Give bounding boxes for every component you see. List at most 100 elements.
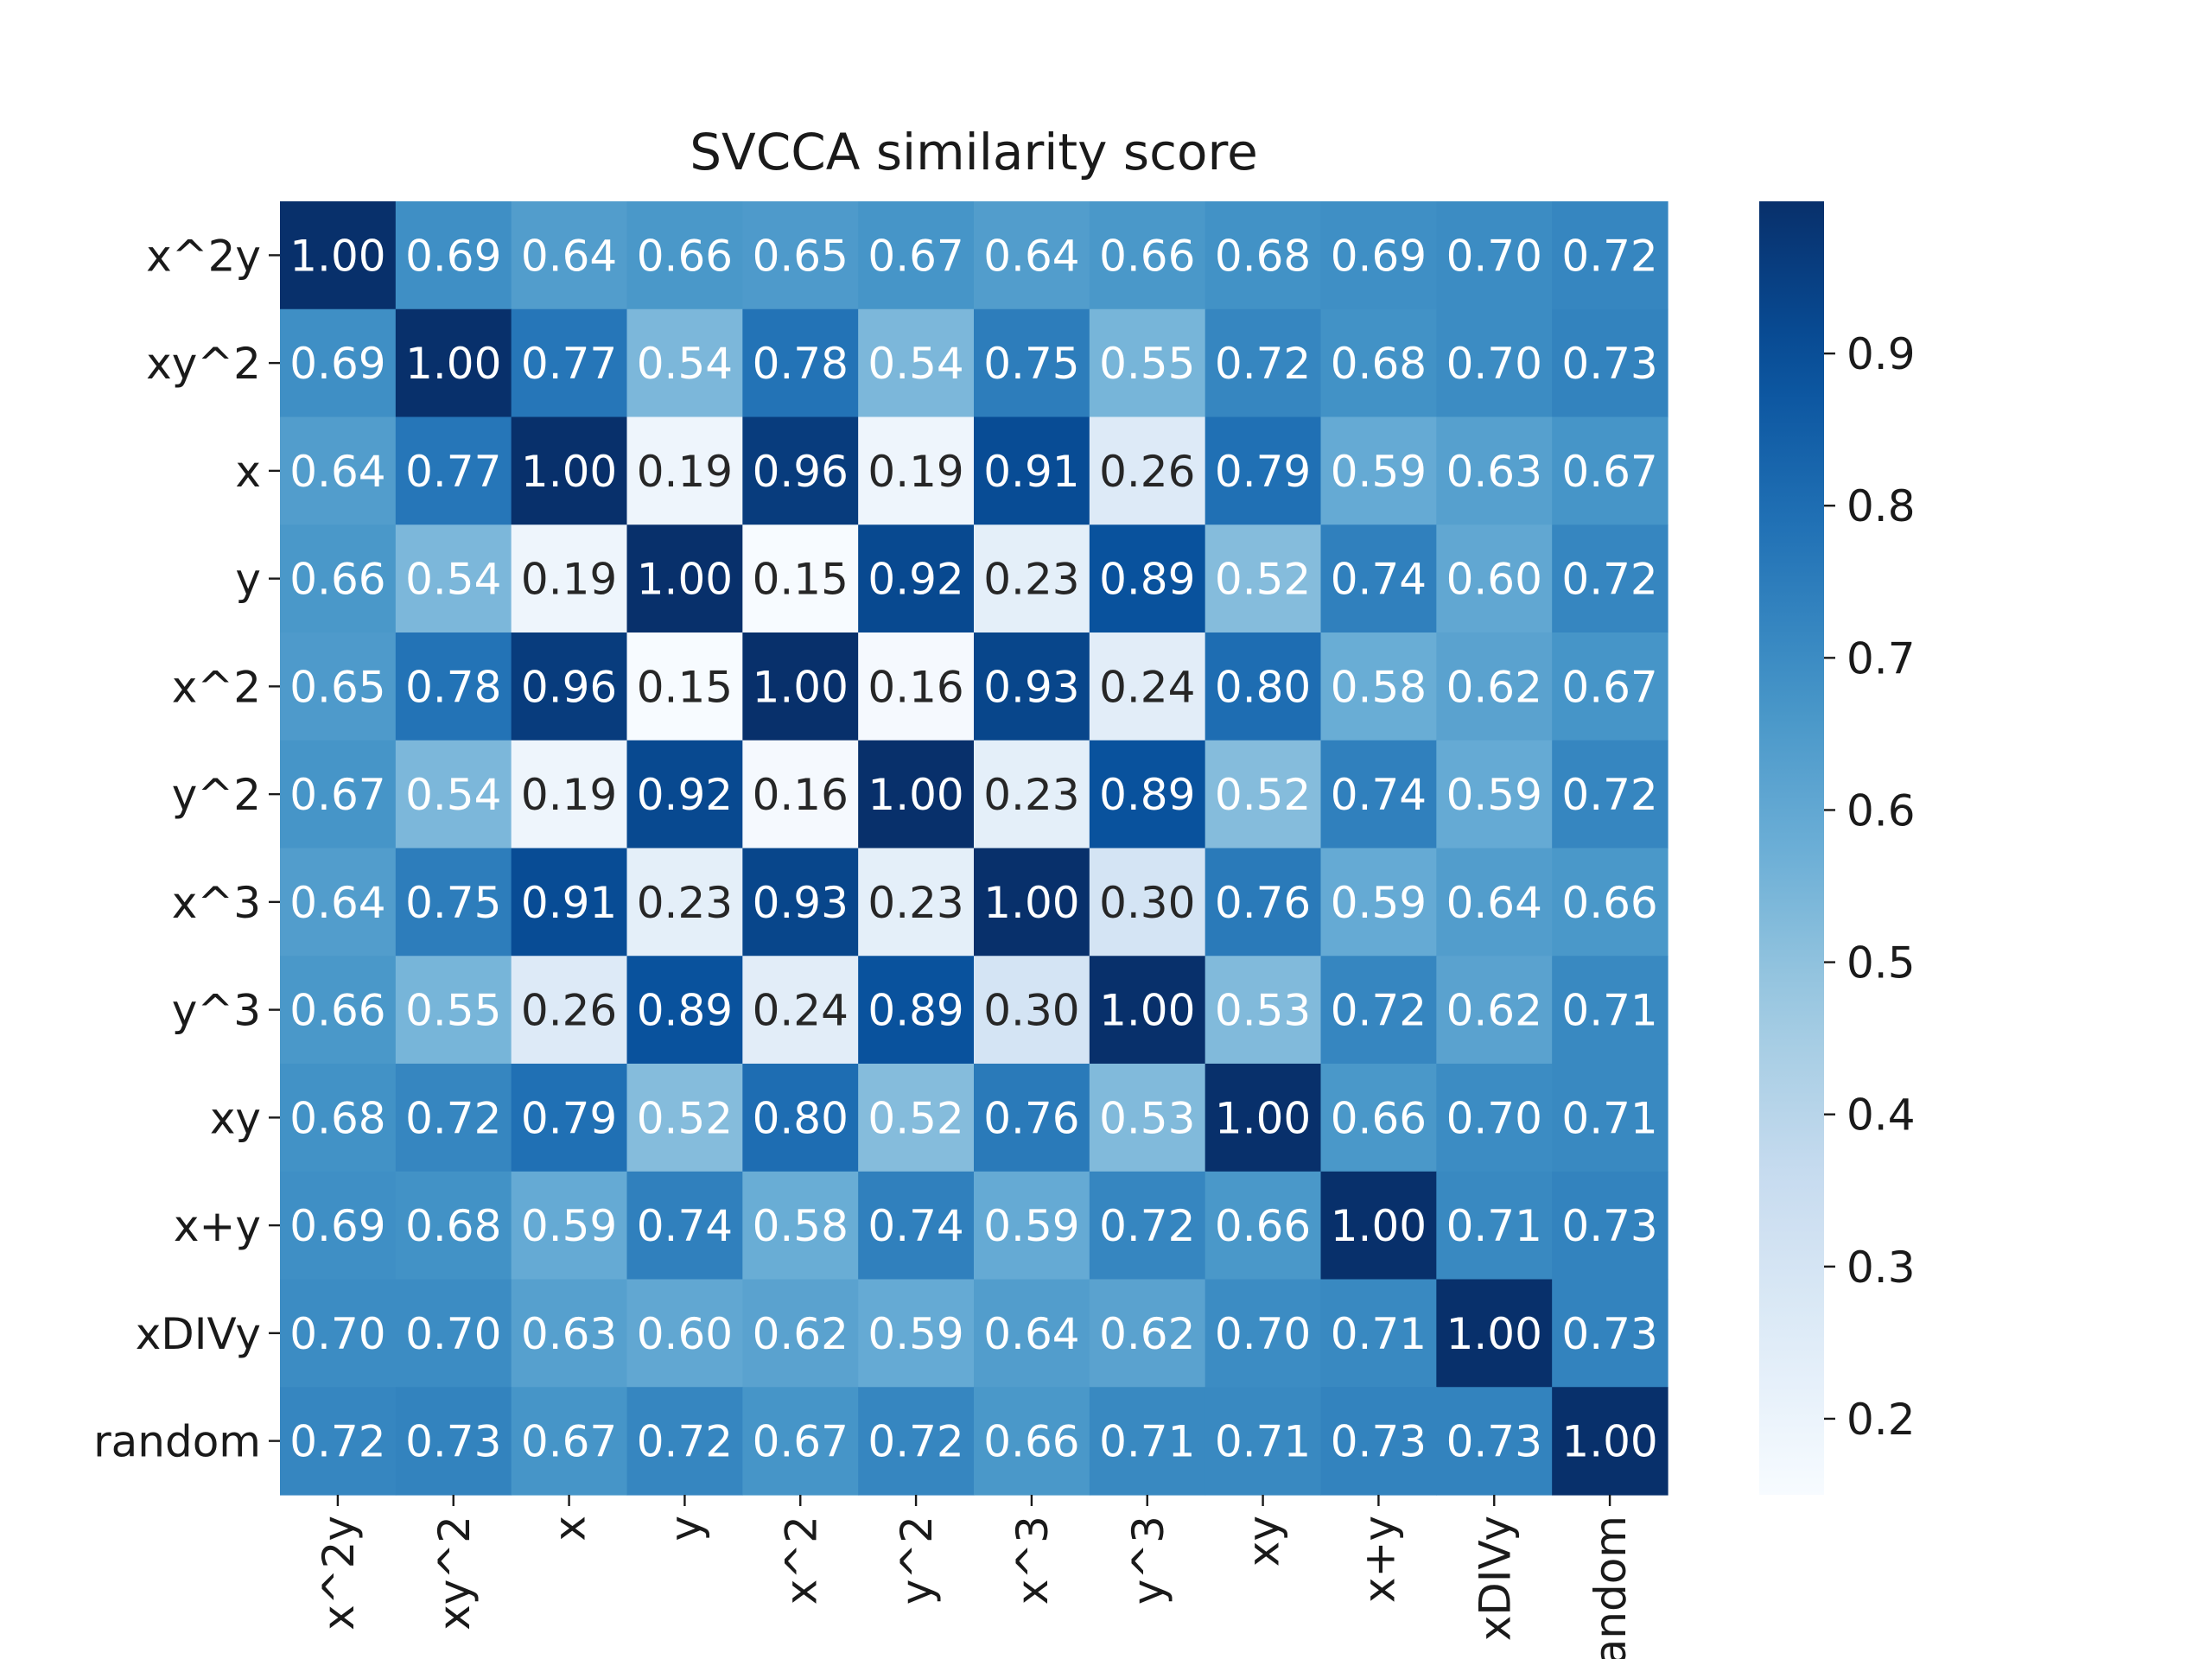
cell-value-label: 0.64 [983, 1309, 1079, 1359]
heatmap-cell [1320, 956, 1437, 1065]
cell-value-label: 0.72 [405, 1093, 501, 1143]
cell-value-label: 0.68 [405, 1201, 501, 1251]
cell-value-label: 0.74 [868, 1201, 963, 1251]
heatmap-cell [742, 1171, 859, 1281]
heatmap-cell [858, 201, 975, 310]
cell-value-label: 0.73 [1446, 1417, 1542, 1467]
cell-value-label: 0.67 [289, 770, 385, 820]
cell-value-label: 0.78 [753, 339, 849, 389]
cell-value-label: 0.89 [1099, 770, 1195, 820]
cell-value-label: 0.54 [637, 339, 733, 389]
cell-value-label: 0.89 [637, 986, 733, 1036]
cell-value-label: 0.55 [1099, 339, 1195, 389]
heatmap-cell [1205, 308, 1322, 418]
heatmap-cell [858, 1279, 975, 1388]
heatmap-cell [1552, 848, 1669, 957]
cell-value-label: 0.77 [521, 339, 617, 389]
cell-value-label: 0.70 [289, 1309, 385, 1359]
heatmap-cell [511, 632, 628, 741]
cell-value-label: 0.64 [289, 447, 385, 497]
heatmap-cell [1205, 740, 1322, 849]
cell-value-label: 1.00 [983, 878, 1079, 928]
heatmap-cell [974, 632, 1090, 741]
cell-value-label: 0.16 [753, 770, 849, 820]
cell-value-label: 1.00 [637, 555, 733, 605]
colorbar-tick-label: 0.2 [1847, 1395, 1916, 1445]
heatmap-cell [1436, 1171, 1553, 1281]
column-tick-label: x+y [1354, 1516, 1404, 1603]
heatmap-cell [742, 1064, 859, 1173]
colorbar: 0.2 0.3 0.4 0.5 0.6 0.7 0.8 0.9 [1759, 201, 1916, 1495]
heatmap-cell [1320, 308, 1437, 418]
cell-value-label: 0.71 [1099, 1417, 1195, 1467]
cell-value-label: 0.89 [868, 986, 963, 1036]
cell-value-label: 0.72 [1561, 770, 1657, 820]
heatmap-cell [1320, 201, 1437, 310]
cell-value-label: 0.67 [1561, 662, 1657, 712]
column-tick-label: x^2 [776, 1516, 826, 1605]
cell-value-label: 0.68 [1215, 231, 1311, 281]
cell-value-label: 0.67 [868, 231, 963, 281]
heatmap-cell [1552, 1279, 1669, 1388]
cell-value-label: 1.00 [1215, 1093, 1311, 1143]
cell-value-label: 0.68 [289, 1093, 385, 1143]
heatmap-cell [280, 1279, 397, 1388]
heatmap-cell [1552, 1387, 1669, 1496]
heatmap-cell [974, 848, 1090, 957]
heatmap-cell [626, 740, 743, 849]
cell-value-label: 0.78 [405, 662, 501, 712]
cell-value-label: 0.67 [753, 1417, 849, 1467]
cell-value-label: 0.65 [289, 662, 385, 712]
cell-value-label: 0.72 [289, 1417, 385, 1467]
cell-value-label: 0.70 [1446, 231, 1542, 281]
row-tick-label: y [235, 555, 261, 605]
cell-value-label: 0.74 [1331, 770, 1427, 820]
heatmap-cell [511, 416, 628, 525]
heatmap-cell [1552, 1064, 1669, 1173]
heatmap-cell [626, 1387, 743, 1496]
cell-value-label: 0.15 [637, 662, 733, 712]
cell-value-label: 1.00 [1331, 1201, 1427, 1251]
cell-value-label: 0.52 [868, 1093, 963, 1143]
heatmap-cell [974, 416, 1090, 525]
heatmap-cell [858, 416, 975, 525]
cell-value-label: 0.26 [521, 986, 617, 1036]
cell-value-label: 0.62 [753, 1309, 849, 1359]
heatmap-cell [626, 632, 743, 741]
heatmap-cell [395, 956, 512, 1065]
cell-value-label: 0.96 [753, 447, 849, 497]
heatmap-cell [626, 308, 743, 418]
cell-value-label: 0.64 [289, 878, 385, 928]
heatmap-cell [626, 1064, 743, 1173]
heatmap-cell [742, 632, 859, 741]
column-tick-label: x^2y [314, 1516, 364, 1630]
cell-value-label: 0.74 [1331, 555, 1427, 605]
heatmap-cell [1089, 632, 1206, 741]
cell-value-label: 0.19 [521, 770, 617, 820]
cell-value-label: 0.52 [1215, 555, 1311, 605]
heatmap-cell [280, 1387, 397, 1496]
cell-value-label: 0.73 [1561, 1201, 1657, 1251]
colorbar-tick-label: 0.5 [1847, 938, 1916, 988]
cell-value-label: 0.67 [1561, 447, 1657, 497]
cell-value-label: 1.00 [405, 339, 501, 389]
colorbar-tick-label: 0.4 [1847, 1090, 1916, 1141]
cell-value-label: 0.24 [753, 986, 849, 1036]
heatmap-cell [280, 1064, 397, 1173]
heatmap-cell [1205, 201, 1322, 310]
cell-value-label: 0.58 [753, 1201, 849, 1251]
cell-value-label: 0.93 [983, 662, 1079, 712]
heatmap-cell [974, 201, 1090, 310]
heatmap-cell [626, 416, 743, 525]
heatmap-cell [974, 956, 1090, 1065]
cell-value-label: 0.72 [1099, 1201, 1195, 1251]
heatmap-cell [280, 632, 397, 741]
cell-value-label: 0.72 [1561, 231, 1657, 281]
heatmap-cell [1320, 632, 1437, 741]
cell-value-label: 0.54 [405, 555, 501, 605]
cell-value-label: 0.93 [753, 878, 849, 928]
heatmap-cell [974, 308, 1090, 418]
cell-value-label: 0.71 [1561, 1093, 1657, 1143]
cell-value-label: 0.71 [1446, 1201, 1542, 1251]
heatmap-cell [1089, 1387, 1206, 1496]
